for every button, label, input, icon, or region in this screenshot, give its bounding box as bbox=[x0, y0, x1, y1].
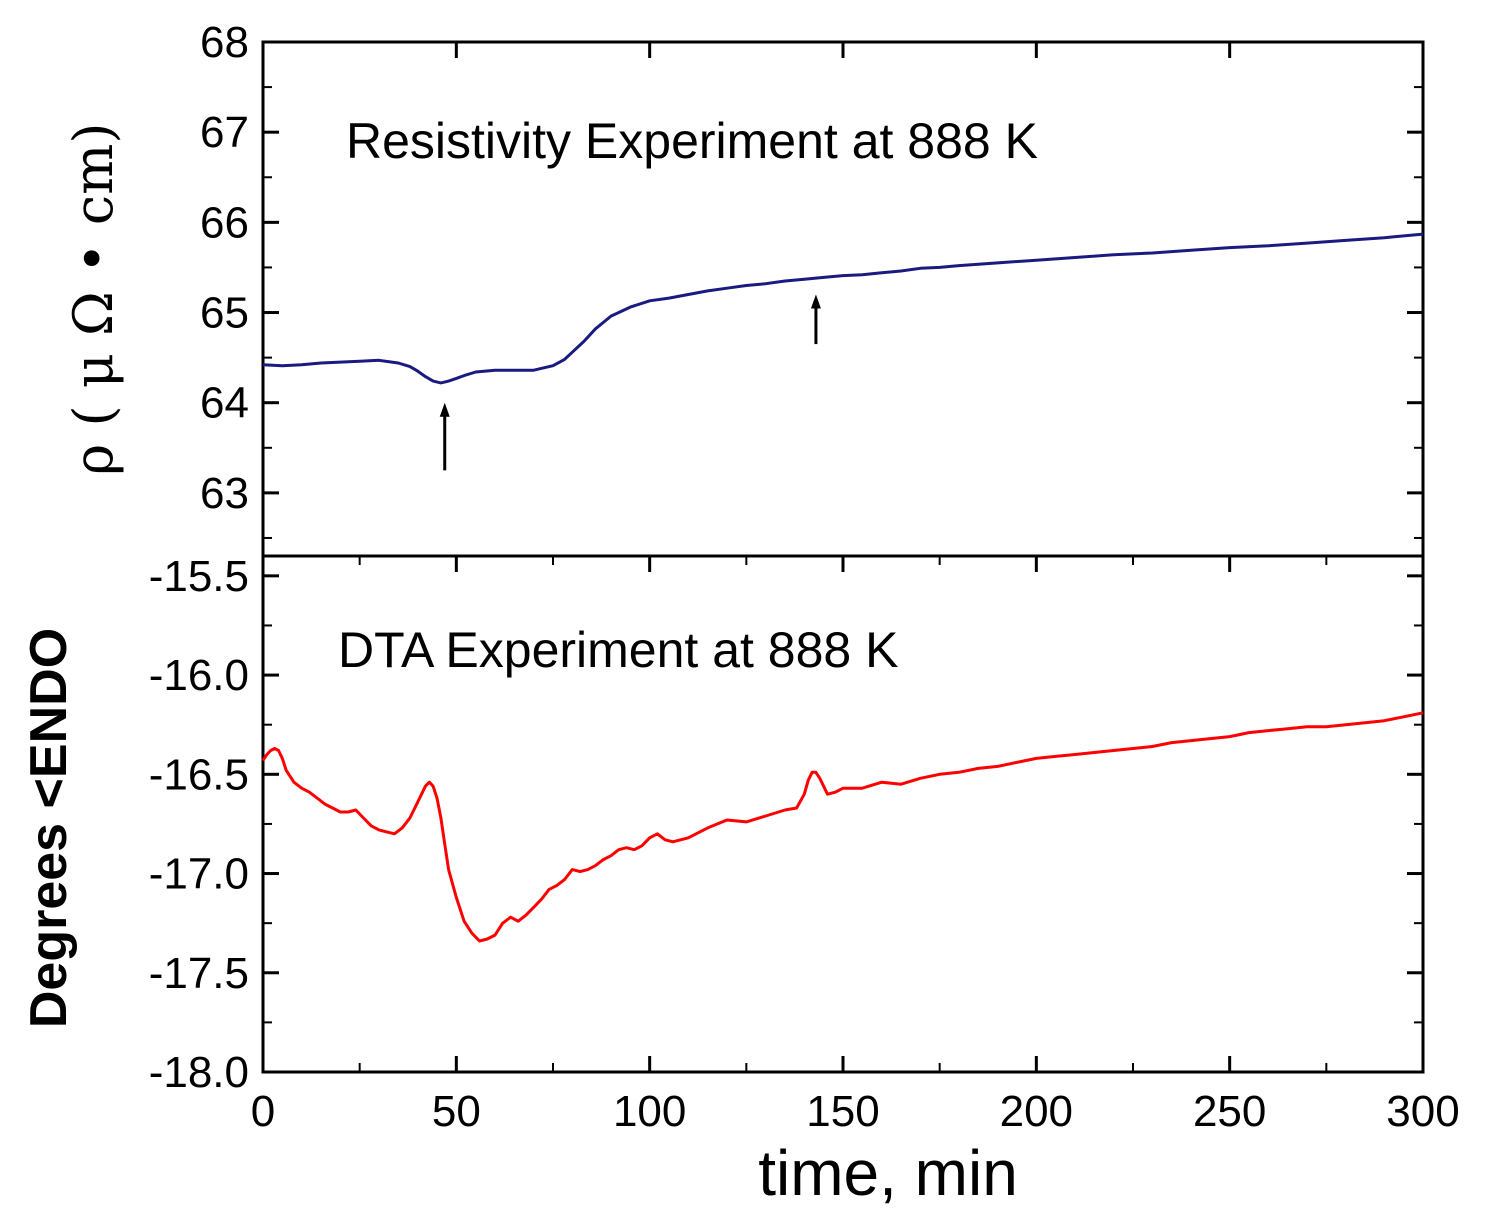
dta-y-tick-label: -16.5 bbox=[149, 750, 249, 799]
resistivity-panel: 63 64 65 66 67 68 Resistivity Experiment at 8… bbox=[62, 18, 1425, 558]
dta-line bbox=[261, 711, 1424, 943]
annotation-arrow-head bbox=[439, 402, 450, 417]
resistivity-y-tick-label: 65 bbox=[200, 289, 249, 338]
resistivity-y-tick-label: 63 bbox=[200, 469, 249, 518]
resistivity-y-tick-label: 67 bbox=[200, 108, 249, 157]
dta-y-tick-label: -15.5 bbox=[149, 552, 249, 601]
resistivity-y-tick-label: 64 bbox=[200, 379, 249, 428]
dta-y-axis-label: Degrees <ENDO bbox=[20, 628, 78, 1028]
resistivity-y-tick-label: 66 bbox=[200, 198, 249, 247]
resistivity-annotations bbox=[439, 294, 821, 471]
x-tick-label: 0 bbox=[251, 1087, 275, 1136]
x-tick-label: 300 bbox=[1386, 1087, 1459, 1136]
dta-panel-title: DTA Experiment at 888 K bbox=[338, 622, 898, 678]
x-tick-label: 200 bbox=[1000, 1087, 1073, 1136]
x-tick-label: 250 bbox=[1193, 1087, 1266, 1136]
resistivity-y-axis-label: ρ ( μ Ω • cm) bbox=[62, 123, 125, 476]
x-axis-label: time, min bbox=[758, 1137, 1018, 1209]
dta-y-tick-label: -16.0 bbox=[149, 651, 249, 700]
resistivity-y-ticks: 63 64 65 66 67 68 bbox=[200, 18, 1423, 539]
resistivity-panel-title: Resistivity Experiment at 888 K bbox=[346, 113, 1038, 169]
dta-series bbox=[261, 711, 1424, 943]
time-x-ticks: 0 50 100 150 200 250 300 bbox=[251, 42, 1460, 1136]
x-tick-label: 100 bbox=[613, 1087, 686, 1136]
dta-y-ticks: -18.0 -17.5 -17.0 -16.5 -16.0 -15.5 bbox=[149, 552, 1423, 1097]
dta-panel: -18.0 -17.5 -17.0 -16.5 -16.0 -15.5 0 50 100 150… bbox=[20, 42, 1460, 1136]
dta-y-tick-label: -18.0 bbox=[149, 1048, 249, 1097]
x-tick-label: 150 bbox=[806, 1087, 879, 1136]
annotation-arrow-head bbox=[810, 294, 821, 309]
dta-y-tick-label: -17.5 bbox=[149, 949, 249, 998]
resistivity-series bbox=[262, 232, 1424, 385]
x-tick-label: 50 bbox=[432, 1087, 481, 1136]
resistivity-y-tick-label: 68 bbox=[200, 18, 249, 67]
resistivity-line bbox=[262, 232, 1424, 385]
dta-y-tick-label: -17.0 bbox=[149, 850, 249, 899]
